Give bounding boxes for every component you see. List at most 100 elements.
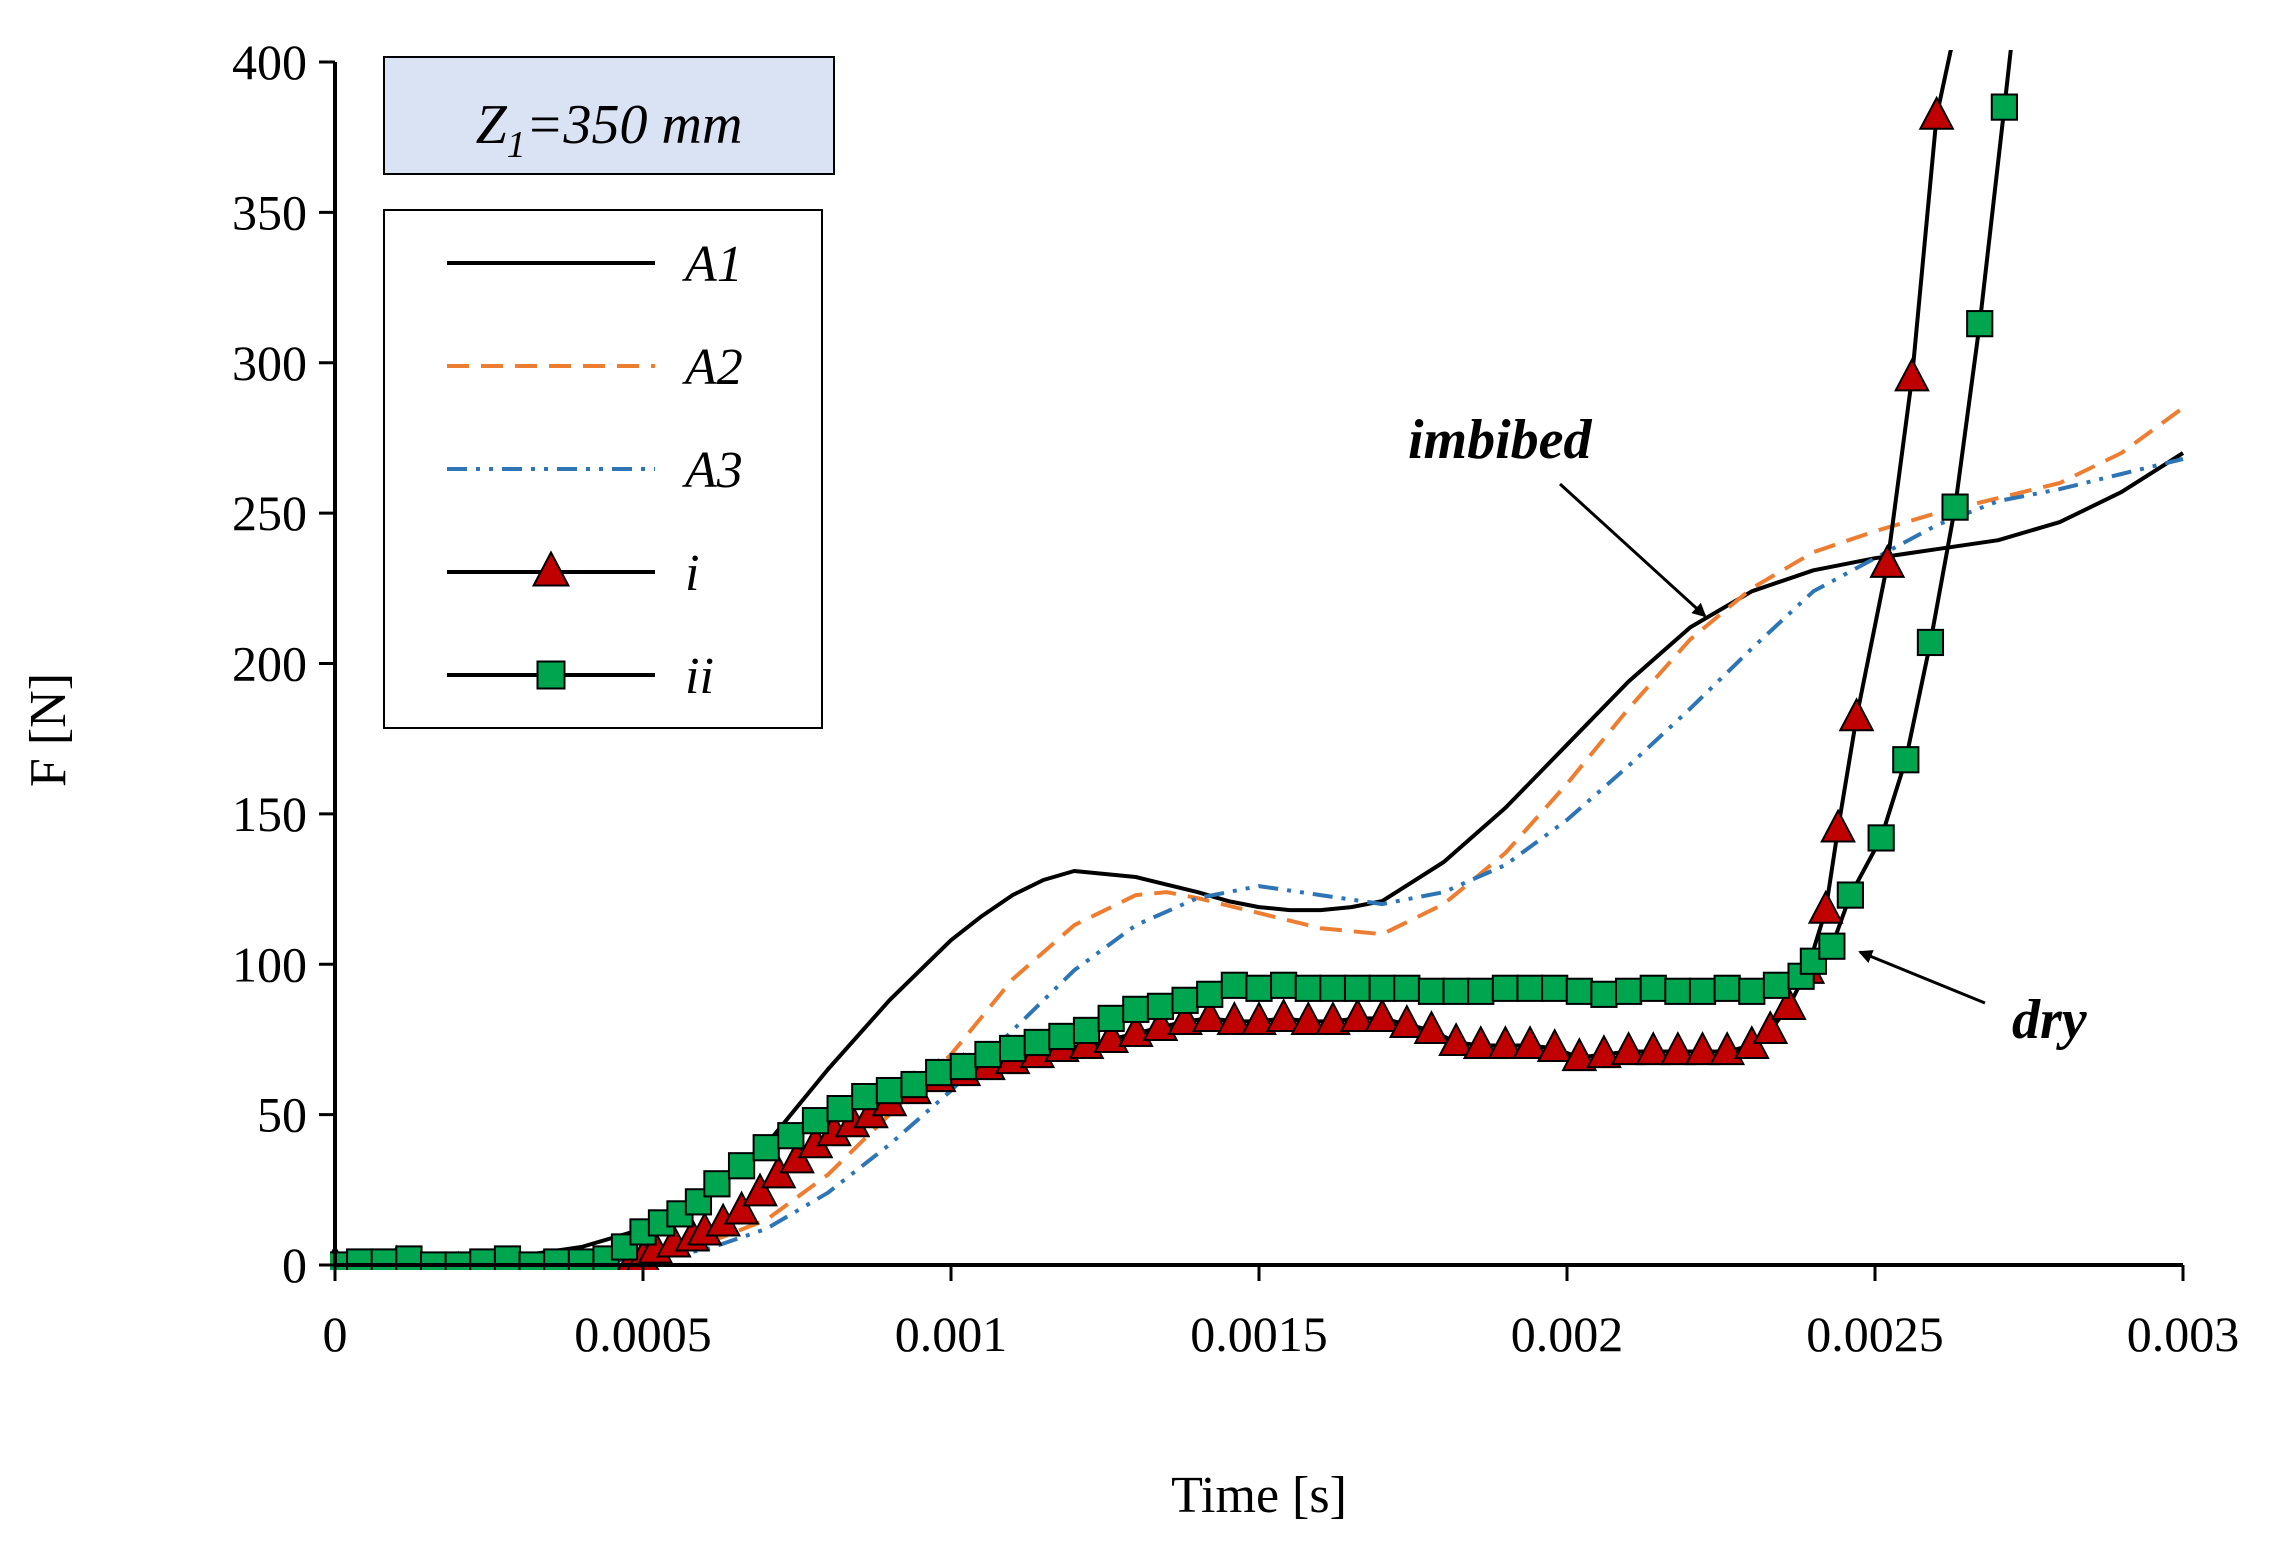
series-i-point bbox=[1635, 1031, 1672, 1066]
annotation-dry-label: dry bbox=[2012, 989, 2088, 1051]
series-i-point bbox=[1388, 1004, 1425, 1038]
y-tick-label: 400 bbox=[232, 34, 307, 90]
x-axis-title: Time [s] bbox=[1171, 1467, 1347, 1524]
series-i-point bbox=[1117, 1013, 1154, 1048]
series-i-point bbox=[1869, 543, 1906, 578]
legend-item-A3: A3 bbox=[447, 442, 743, 499]
y-tick-label: 350 bbox=[232, 184, 307, 240]
series-ii-point bbox=[826, 1095, 854, 1123]
series-i-point bbox=[1838, 697, 1875, 732]
y-tick-label: 200 bbox=[232, 636, 307, 692]
series-ii-point bbox=[925, 1058, 953, 1087]
series-i-point bbox=[723, 1190, 760, 1225]
series-i-point bbox=[1770, 986, 1807, 1020]
series-i-point bbox=[1561, 1037, 1598, 1072]
legend-item-i: i bbox=[447, 545, 699, 602]
series-ii-point bbox=[1122, 995, 1150, 1023]
legend-item-A1: A1 bbox=[447, 236, 743, 293]
series-ii-point bbox=[1541, 974, 1569, 1002]
series-ii-point bbox=[1491, 974, 1520, 1002]
series-i-point bbox=[1487, 1025, 1524, 1060]
x-tick-label: 0 bbox=[323, 1306, 348, 1362]
series-ii-point bbox=[1565, 977, 1593, 1005]
series-i-point bbox=[1413, 1010, 1450, 1045]
series-A2 bbox=[335, 406, 2185, 1267]
series-i-point bbox=[1659, 1031, 1696, 1066]
series-i-point bbox=[1142, 1007, 1179, 1042]
series-legend-ii-point bbox=[536, 660, 566, 690]
series-i-point bbox=[1265, 998, 1302, 1032]
series-ii-point bbox=[1467, 977, 1495, 1005]
series-ii-point bbox=[1072, 1016, 1101, 1045]
series-ii-point bbox=[395, 1245, 423, 1270]
series-ii-point bbox=[1916, 628, 1945, 657]
series-ii-point bbox=[1048, 1022, 1076, 1051]
series-ii-point bbox=[1664, 977, 1692, 1005]
legend-item-ii: ii bbox=[447, 648, 714, 705]
y-tick-label: 50 bbox=[257, 1087, 307, 1143]
series-ii-point bbox=[1319, 974, 1347, 1002]
z-value: =350 mm bbox=[526, 94, 743, 156]
series-i-point bbox=[1709, 1031, 1746, 1066]
series-i-point bbox=[1820, 808, 1856, 843]
series-ii-point bbox=[999, 1034, 1027, 1063]
series-ii-point bbox=[1023, 1028, 1051, 1057]
legend-label-A2: A2 bbox=[682, 339, 743, 396]
series-i-point bbox=[1167, 1001, 1203, 1035]
legend-label-i: i bbox=[685, 545, 699, 602]
series-i-point bbox=[1512, 1025, 1548, 1060]
y-tick-label: 300 bbox=[232, 335, 307, 391]
series-i-point bbox=[1462, 1025, 1499, 1060]
series-ii-point bbox=[346, 1248, 374, 1270]
y-axis-title: F [N] bbox=[20, 673, 77, 787]
series-ii-point bbox=[1343, 974, 1372, 1002]
series-i-point bbox=[1684, 1031, 1721, 1066]
annotation-dry-arrow bbox=[1858, 950, 1986, 1005]
series-i-point bbox=[1315, 1001, 1351, 1035]
series-i-point bbox=[1216, 1001, 1253, 1035]
annotation-imbibed-arrow bbox=[1558, 482, 1707, 618]
tick-layer: 0 50 100 150 200 250 300 350 400 0 0.0005 0.001 0.00… bbox=[232, 34, 2239, 1362]
condition-box-frame bbox=[383, 56, 835, 175]
series-ii-point bbox=[777, 1122, 805, 1150]
series-ii-point bbox=[875, 1076, 903, 1105]
condition-label: Z1=350 mm bbox=[476, 94, 743, 166]
series-ii-point bbox=[1393, 974, 1421, 1002]
series-ii-point bbox=[1990, 93, 2018, 121]
series-i-point bbox=[1918, 95, 1955, 130]
series-ii-point bbox=[1615, 977, 1643, 1005]
legend-label-ii: ii bbox=[685, 648, 714, 705]
series-ii-point bbox=[949, 1052, 977, 1081]
series-i-point bbox=[1610, 1031, 1647, 1066]
y-tick-label: 150 bbox=[232, 786, 307, 842]
series-ii-point bbox=[851, 1082, 879, 1111]
series-A3-line bbox=[335, 457, 2184, 1267]
legend-label-A1: A1 bbox=[682, 236, 743, 293]
y-tick-label: 0 bbox=[282, 1237, 307, 1293]
y-tick-label: 100 bbox=[232, 936, 307, 992]
series-ii-point bbox=[801, 1107, 830, 1135]
series-ii-point bbox=[1867, 824, 1895, 852]
series-ii-point bbox=[703, 1170, 731, 1198]
series-i-point bbox=[1586, 1034, 1622, 1069]
series-ii-point bbox=[1220, 971, 1248, 999]
z-symbol: Z bbox=[476, 94, 508, 156]
series-ii-point bbox=[1738, 977, 1766, 1005]
series-i-point bbox=[1438, 1022, 1475, 1057]
series-i-point bbox=[742, 1172, 778, 1207]
series-i-point bbox=[1191, 998, 1228, 1032]
series-ii-point bbox=[1639, 974, 1667, 1002]
x-tick-label: 0.0005 bbox=[574, 1306, 712, 1362]
series-ii-point bbox=[567, 1248, 595, 1270]
series-ii-point bbox=[1196, 980, 1224, 1008]
series-ii-point bbox=[1590, 980, 1618, 1008]
series-i-point bbox=[1241, 1001, 1277, 1035]
series-ii-point bbox=[1146, 992, 1175, 1020]
series-ii-point bbox=[1818, 932, 1846, 960]
series-i-point bbox=[1536, 1028, 1573, 1063]
series-i-point bbox=[1752, 1010, 1789, 1045]
series-ii-point bbox=[1892, 746, 1920, 774]
